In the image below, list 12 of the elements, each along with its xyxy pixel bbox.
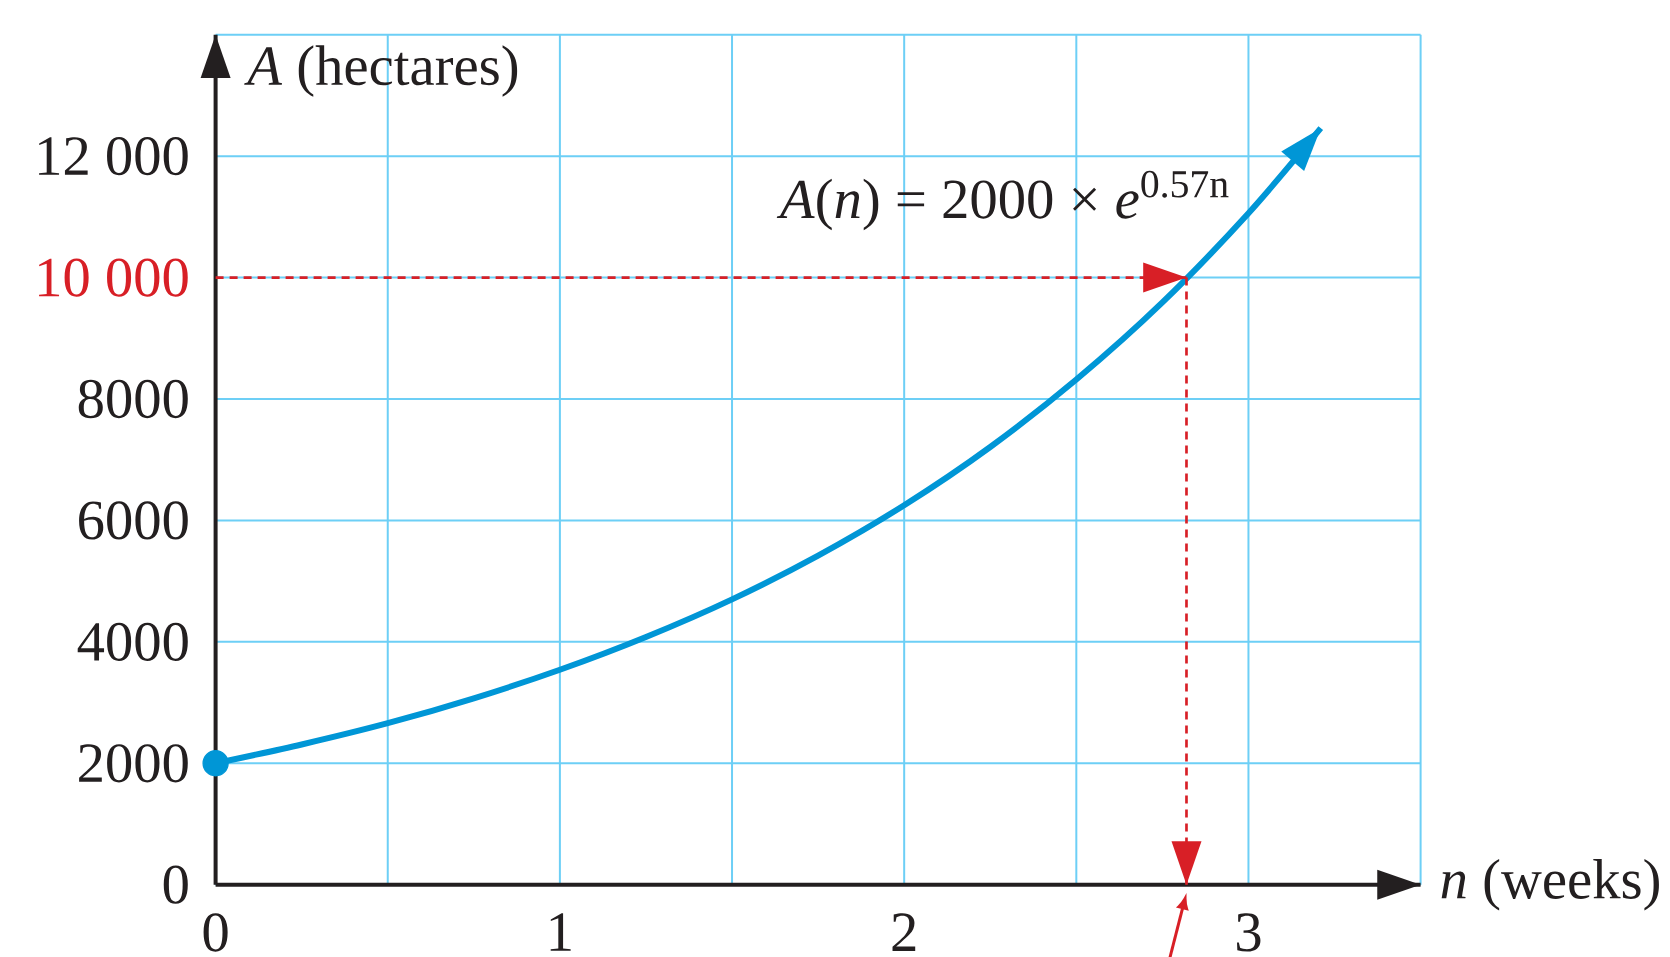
x-tick-label: 1 (550, 913, 571, 951)
x-axis-title: n (weeks) (1441, 859, 1659, 911)
y-tick-label: 2000 (79, 744, 188, 783)
x-tick-label: 0 (203, 913, 228, 952)
y-tick-label: 8000 (78, 379, 188, 419)
x-tick-label: 3 (1237, 913, 1261, 952)
y-tick-label: 12 000 (39, 137, 188, 176)
y-tick-label: 10 000 (39, 258, 188, 297)
y-tick-label: 0 (163, 865, 188, 904)
x-tick-label: 2 (892, 913, 916, 951)
y-tick-label: 4000 (77, 622, 188, 661)
y-tick-label: 6000 (79, 501, 188, 540)
